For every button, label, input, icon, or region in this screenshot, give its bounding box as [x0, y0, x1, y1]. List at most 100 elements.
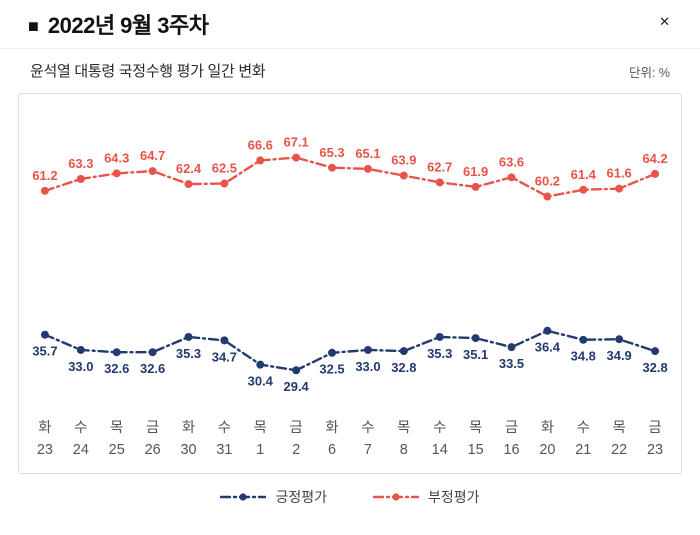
page-title: 2022년 9월 3주차: [47, 13, 209, 38]
data-point: [40, 330, 49, 339]
x-axis-date-label: 16: [503, 442, 519, 458]
x-axis-date-label: 6: [328, 442, 336, 458]
value-label: 61.2: [32, 168, 57, 183]
legend-swatch-positive-icon: [220, 493, 267, 501]
value-label: 32.8: [391, 360, 416, 375]
value-label: 62.7: [427, 159, 452, 174]
x-axis-day-label: 수: [218, 419, 231, 436]
x-axis-date-label: 25: [109, 442, 125, 458]
x-axis-date-label: 24: [73, 442, 89, 458]
x-axis-date-label: 21: [575, 442, 591, 458]
x-axis-day-label: 금: [146, 420, 159, 436]
poll-report-window: ■ 2022년 9월 3주차 ✕ 윤석열 대통령 국정수행 평가 일간 변화 단…: [0, 13, 700, 507]
data-point: [507, 173, 516, 182]
chart-container: 35.7 33.0 32.6 32.6 35.3 34.7 30.4 29.4 32.5 33.0…: [18, 93, 682, 474]
legend: 긍정평가 부정평가: [0, 487, 700, 507]
line-chart: 35.7 33.0 32.6 32.6 35.3 34.7 30.4 29.4 32.5 33.0…: [32, 135, 667, 458]
data-point: [543, 326, 552, 335]
data-point: [148, 167, 157, 176]
value-label: 32.6: [104, 361, 129, 376]
x-axis-day-label: 목: [613, 420, 626, 436]
legend-item-positive: 긍정평가: [220, 487, 327, 507]
x-axis-date-label: 26: [145, 442, 161, 458]
x-axis-date-label: 2: [292, 442, 300, 458]
data-point: [220, 336, 229, 345]
x-axis-date-label: 7: [364, 442, 372, 458]
value-label: 32.5: [319, 362, 344, 377]
value-label: 63.3: [68, 156, 93, 171]
x-axis-day-label: 수: [74, 419, 87, 436]
x-axis-date-label: 20: [539, 442, 555, 458]
x-axis-date-label: 23: [647, 442, 663, 458]
data-point: [471, 334, 480, 343]
value-label: 29.4: [284, 379, 310, 394]
x-axis-day-label: 수: [577, 419, 590, 436]
x-axis-date-label: 22: [611, 442, 627, 458]
data-point: [112, 348, 121, 357]
value-label: 34.7: [212, 349, 237, 364]
series-line: [43, 156, 657, 198]
x-axis-day-label: 수: [361, 419, 374, 436]
value-label: 65.1: [355, 146, 380, 161]
value-label: 35.7: [32, 344, 57, 359]
value-label: 60.2: [535, 174, 560, 189]
unit-label: 단위: %: [628, 66, 670, 80]
series-line: [43, 329, 657, 372]
x-axis-day-label: 금: [290, 420, 303, 436]
x-axis-date-label: 14: [432, 442, 448, 458]
value-label: 61.9: [463, 164, 488, 179]
value-label: 32.6: [140, 361, 165, 376]
data-point: [256, 360, 265, 369]
data-point: [507, 343, 516, 352]
value-label: 62.4: [176, 161, 202, 176]
x-axis-day-label: 목: [110, 420, 123, 436]
value-label: 66.6: [248, 137, 273, 152]
value-label: 30.4: [248, 374, 274, 389]
value-label: 35.3: [427, 346, 452, 361]
value-label: 35.3: [176, 346, 201, 361]
value-label: 64.7: [140, 148, 165, 163]
x-axis-day-label: 화: [38, 419, 51, 436]
value-label: 33.5: [499, 356, 524, 371]
x-axis-date-label: 15: [468, 442, 484, 458]
data-point: [76, 175, 85, 183]
data-point: [363, 164, 372, 173]
x-axis-day-label: 금: [505, 420, 518, 436]
x-axis-date-label: 23: [37, 442, 53, 458]
data-point: [292, 366, 301, 375]
value-label: 63.6: [499, 154, 524, 169]
value-label: 61.6: [607, 166, 632, 181]
x-axis-day-label: 화: [325, 419, 338, 436]
chart-subtitle: 윤석열 대통령 국정수행 평가 일간 변화: [30, 63, 266, 80]
data-point: [292, 153, 301, 162]
value-label: 32.8: [642, 360, 667, 375]
data-point: [399, 171, 408, 180]
data-point: [76, 345, 85, 354]
value-label: 65.3: [319, 145, 344, 160]
value-label: 33.0: [68, 359, 93, 374]
value-label: 34.8: [571, 349, 596, 364]
value-label: 64.3: [104, 150, 129, 165]
value-label: 36.4: [535, 340, 561, 355]
value-label: 64.2: [642, 151, 667, 166]
x-axis-day-label: 화: [182, 419, 195, 436]
data-point: [184, 332, 193, 341]
data-point: [615, 335, 624, 344]
close-icon[interactable]: ✕: [659, 14, 670, 29]
x-axis-day-label: 수: [433, 419, 446, 436]
x-axis-date-label: 31: [216, 442, 232, 458]
value-label: 34.9: [607, 348, 632, 363]
data-point: [651, 169, 660, 178]
value-label: 61.4: [571, 167, 597, 182]
value-label: 67.1: [284, 135, 309, 150]
data-point: [579, 335, 588, 344]
data-point: [579, 185, 588, 194]
data-point: [328, 163, 337, 172]
x-axis-date-label: 8: [400, 442, 408, 458]
x-axis-day-label: 화: [541, 419, 554, 436]
data-point: [220, 179, 229, 188]
data-point: [435, 178, 444, 187]
data-point: [256, 156, 265, 165]
data-point: [651, 347, 660, 356]
value-label: 33.0: [355, 359, 380, 374]
